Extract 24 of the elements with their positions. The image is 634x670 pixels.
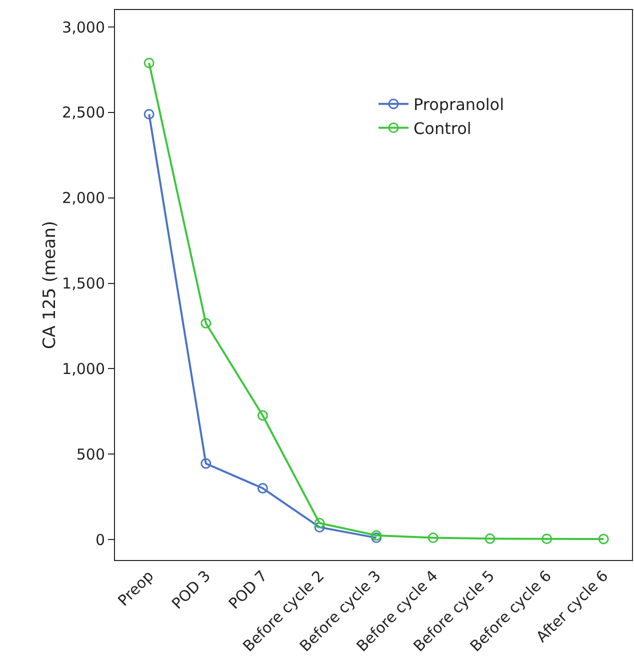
point <box>200 458 212 469</box>
legend-label: Propranolol <box>414 95 504 114</box>
point <box>542 534 552 544</box>
point <box>598 534 609 544</box>
y-tick-label: 1,500 <box>62 274 105 293</box>
y-axis-title: CA 125 (mean) <box>40 220 60 350</box>
point <box>314 522 325 532</box>
point <box>484 533 496 544</box>
point <box>428 532 438 544</box>
point <box>371 532 382 544</box>
point <box>144 58 154 68</box>
legend-label: Control <box>414 118 472 138</box>
point <box>257 410 268 421</box>
point <box>257 483 268 494</box>
point <box>371 530 382 541</box>
y-tick-label: 1,000 <box>62 360 105 378</box>
point <box>314 518 325 528</box>
y-tick-label: 500 <box>76 445 105 464</box>
y-tick-label: 2,000 <box>62 189 105 208</box>
point <box>144 108 154 120</box>
y-tick-label: 3,000 <box>62 18 105 36</box>
y-tick-label: 2,500 <box>62 104 105 122</box>
point <box>200 318 212 329</box>
y-tick-label: 0 <box>95 530 105 549</box>
